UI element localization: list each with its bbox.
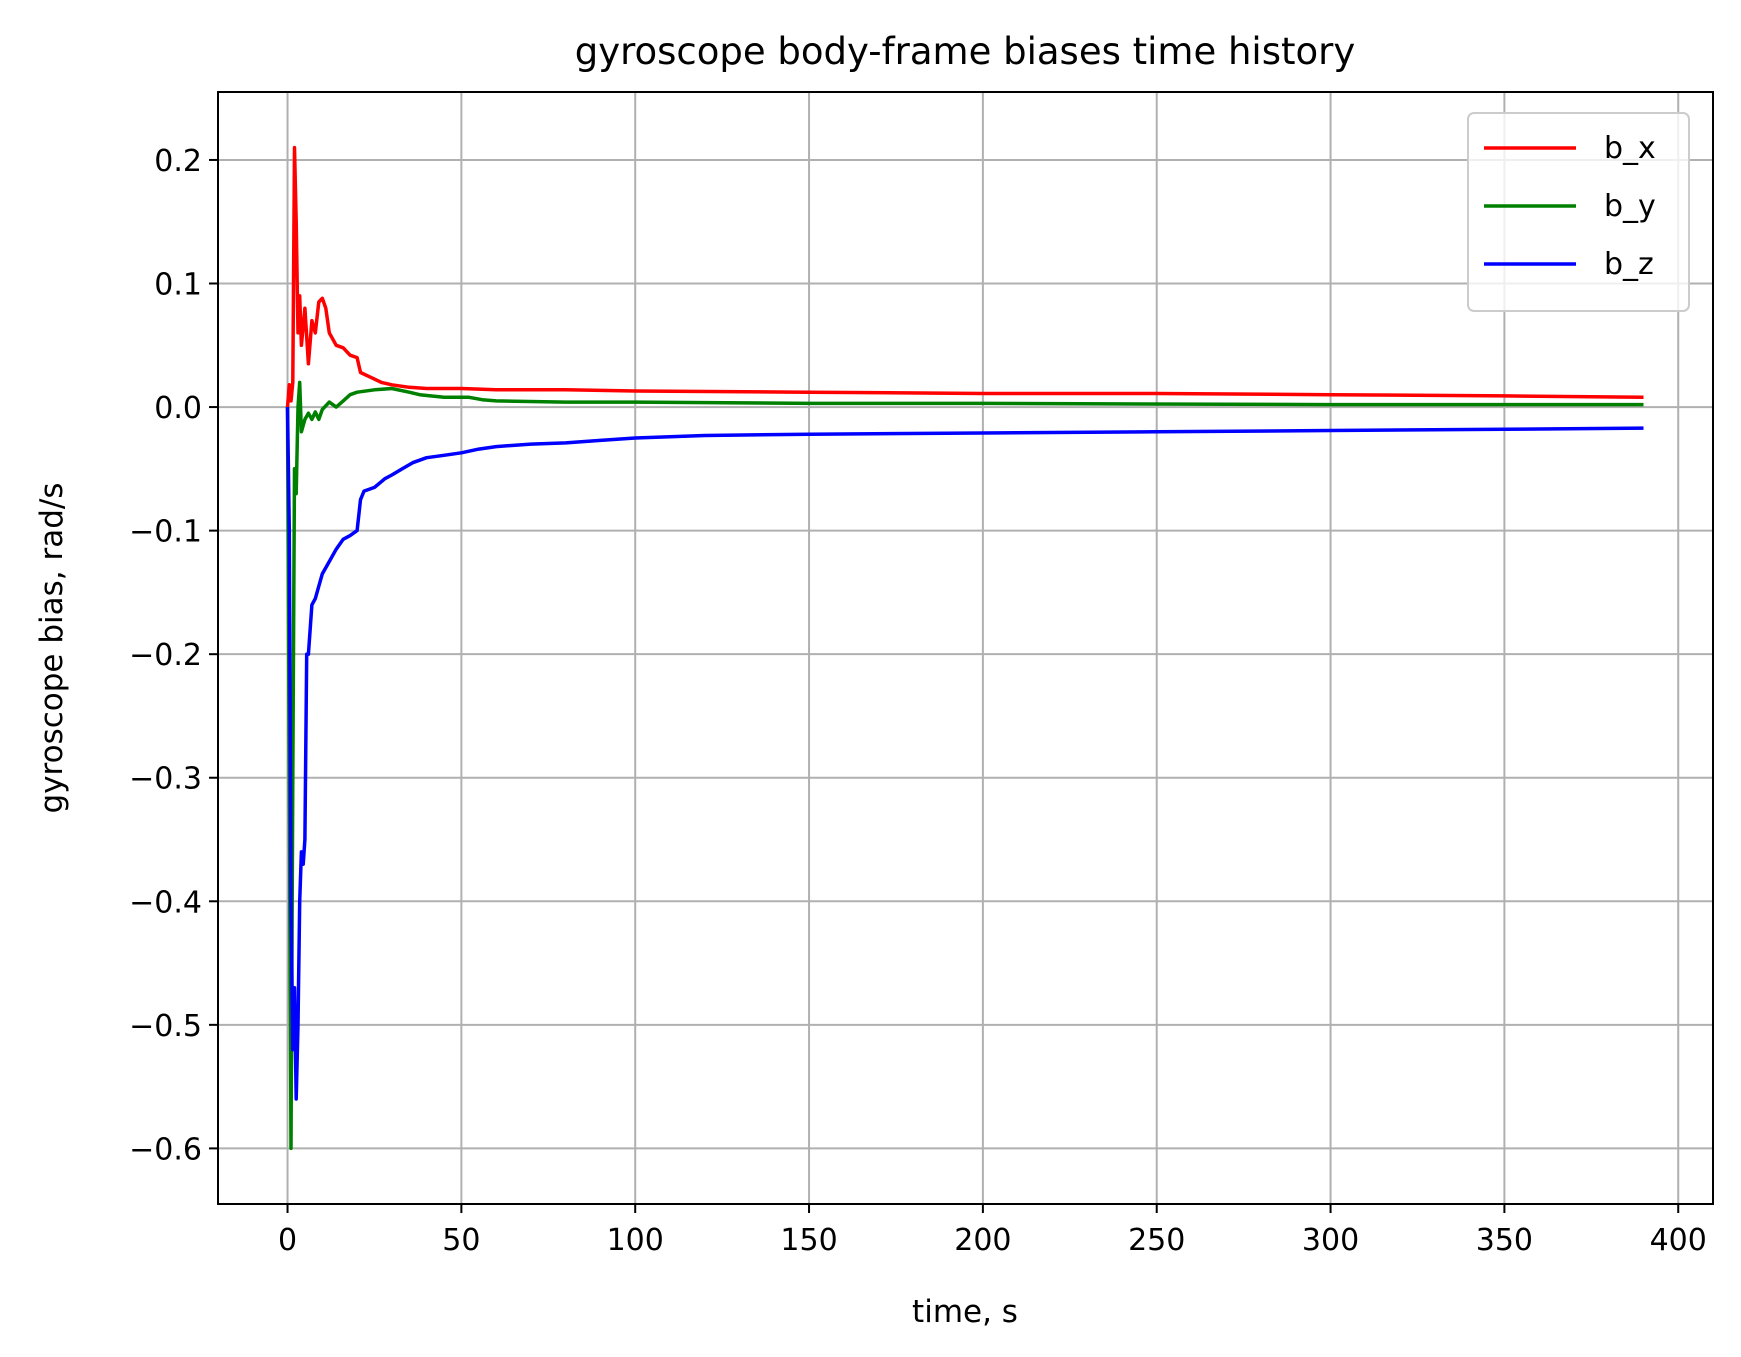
plot-frame [217,91,1714,1205]
y-tick-label: 0.2 [154,144,202,179]
y-tick-label: −0.4 [129,885,202,920]
series-lines [285,145,1644,1151]
x-tick-label: 0 [278,1223,297,1258]
chart-title: gyroscope body-frame biases time history [575,30,1356,73]
x-tick-label: 50 [442,1223,480,1258]
y-tick-label: −0.3 [129,762,202,797]
y-tick-label: −0.5 [129,1009,202,1044]
y-tick-label: 0.1 [154,268,202,303]
x-tick-label: 250 [1128,1223,1185,1258]
x-tick-label: 150 [780,1223,837,1258]
x-tick-label: 200 [954,1223,1011,1258]
x-axis-label: time, s [912,1294,1018,1330]
x-tick-label: 400 [1650,1223,1707,1258]
legend: b_x b_y b_z [1467,112,1690,312]
y-tick-label: −0.6 [129,1132,202,1167]
legend-label-b-x: b_x [1604,131,1656,166]
y-tick-label: 0.0 [154,391,202,426]
y-axis-label: gyroscope bias, rad/s [34,483,70,814]
y-tick-label: −0.1 [129,515,202,550]
series-line-b-y [285,380,1644,1151]
x-tick-label: 100 [607,1223,664,1258]
legend-label-b-y: b_y [1604,189,1656,224]
legend-frame [1467,112,1690,312]
series-line-b-z [285,407,1644,1101]
y-tick-label: −0.2 [129,638,202,673]
series-line-b-x [285,145,1644,408]
axis-ticks: 0 50 100 150 200 250 300 350 400 0.2 0.1 0.0 −0.1 −0.… [129,144,1707,1258]
x-tick-label: 350 [1476,1223,1533,1258]
legend-label-b-z: b_z [1604,247,1654,282]
x-tick-label: 300 [1302,1223,1359,1258]
